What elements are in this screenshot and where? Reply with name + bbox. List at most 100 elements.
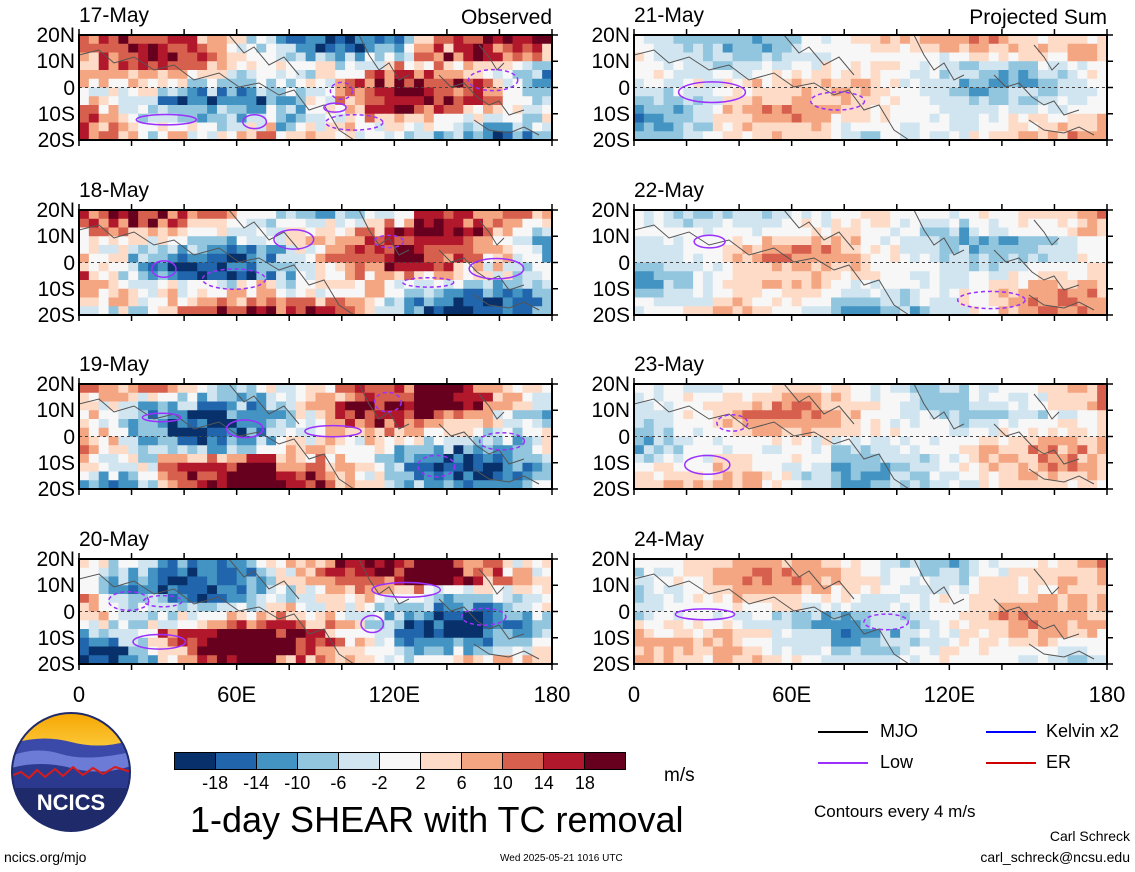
coastline <box>78 383 540 490</box>
low-contour <box>373 391 402 413</box>
panel-date: 20-May <box>79 528 150 551</box>
y-tick-label: 10S <box>37 451 75 475</box>
y-tick-label: 10S <box>37 277 75 301</box>
low-contour <box>304 424 362 438</box>
chart-title: 1-day SHEAR with TC removal <box>190 799 684 840</box>
y-tick-label: 0 <box>63 251 75 275</box>
y-tick-label: 20S <box>592 653 630 676</box>
low-contour <box>107 590 150 612</box>
map-panel <box>78 378 558 495</box>
column-label: Observed <box>460 6 552 29</box>
y-tick-label: 0 <box>63 600 75 624</box>
shear-heatmap <box>78 553 558 670</box>
panel-date: 19-May <box>79 353 150 376</box>
low-contour <box>809 91 866 111</box>
y-tick-label: 20N <box>591 24 630 47</box>
shear-heatmap <box>633 204 1113 321</box>
y-tick-label: 10S <box>592 451 630 475</box>
y-tick-label: 20N <box>36 373 75 396</box>
low-contour <box>677 81 747 104</box>
colorbar-tick-label: -2 <box>371 773 388 793</box>
column-label: Projected Sum <box>969 6 1107 29</box>
low-contour <box>863 613 910 631</box>
colorbar-tick-label: 2 <box>415 773 426 793</box>
y-tick-label: 20N <box>591 548 630 571</box>
low-contour <box>683 454 731 476</box>
y-tick-label: 20S <box>37 129 75 152</box>
colorbar-segment <box>257 753 298 769</box>
low-contour <box>132 633 187 650</box>
ncics-logo: NCICS <box>11 712 131 832</box>
colorbar-tick-label: -10 <box>284 773 311 793</box>
colorbar-segment <box>380 753 421 769</box>
x-tick-label: 0 <box>72 682 86 707</box>
coastline <box>633 209 1095 316</box>
y-tick-label: 10N <box>36 399 75 423</box>
footer-timestamp: Wed 2025-05-21 1016 UTC <box>500 853 623 864</box>
legend-er-label: ER <box>1046 752 1072 772</box>
shear-heatmap <box>78 204 558 321</box>
footer-email[interactable]: carl_schreck@ncsu.edu <box>980 849 1130 865</box>
y-tick-label: 10S <box>592 626 630 650</box>
legend-mjo-label: MJO <box>880 721 918 741</box>
low-contour <box>142 594 183 608</box>
colorbar-segment <box>216 753 257 769</box>
low-contour <box>371 581 442 599</box>
low-contour <box>401 276 455 288</box>
colorbar-unit: m/s <box>664 765 695 786</box>
contour-note: Contours every 4 m/s <box>814 802 976 821</box>
colorbar-segment <box>421 753 462 769</box>
low-contour <box>674 608 736 621</box>
colorbar-segment <box>462 753 503 769</box>
colorbar-tick-label: 6 <box>456 773 467 793</box>
low-contour <box>478 431 526 451</box>
coastline <box>78 209 540 316</box>
coastline <box>633 34 1095 141</box>
shear-heatmap <box>78 378 558 495</box>
low-contour <box>468 257 525 280</box>
low-contour <box>225 419 264 439</box>
y-tick-label: 20S <box>37 478 75 501</box>
y-tick-label: 10N <box>591 225 630 249</box>
coastline <box>633 558 1095 665</box>
colorbar <box>174 752 626 770</box>
y-tick-label: 10N <box>36 50 75 74</box>
low-contour <box>323 102 347 113</box>
footer-author: Carl Schreck <box>1049 828 1130 844</box>
x-tick-label: 120E <box>923 682 976 707</box>
x-tick-label: 60E <box>217 682 257 707</box>
y-tick-label: 20N <box>591 199 630 222</box>
colorbar-segment <box>298 753 339 769</box>
map-panel <box>633 29 1113 146</box>
low-contour <box>467 68 519 92</box>
map-panel <box>633 378 1113 495</box>
y-tick-label: 0 <box>618 425 630 449</box>
y-tick-label: 10N <box>591 574 630 598</box>
colorbar-segment <box>544 753 585 769</box>
x-tick-label: 60E <box>772 682 812 707</box>
shear-heatmap <box>633 29 1113 146</box>
legend-mjo-line <box>818 731 868 733</box>
panel-date: 21-May <box>634 4 705 27</box>
y-tick-label: 10S <box>592 102 630 126</box>
low-contour <box>324 113 384 131</box>
y-tick-label: 10N <box>36 225 75 249</box>
shear-heatmap <box>633 553 1113 670</box>
shear-heatmap <box>78 29 558 146</box>
map-panel <box>78 553 558 670</box>
y-tick-label: 0 <box>618 251 630 275</box>
colorbar-tick-label: 18 <box>574 773 595 793</box>
footer-url[interactable]: ncics.org/mjo <box>4 849 87 865</box>
y-tick-label: 20S <box>592 129 630 152</box>
map-panel <box>633 204 1113 321</box>
legend-er-line <box>986 762 1036 764</box>
y-tick-label: 10N <box>36 574 75 598</box>
low-contour <box>693 234 726 249</box>
x-tick-label: 120E <box>368 682 421 707</box>
panel-date: 23-May <box>634 353 705 376</box>
shear-heatmap <box>633 378 1113 495</box>
colorbar-tick-label: -6 <box>330 773 347 793</box>
map-panel <box>78 29 558 146</box>
y-tick-label: 20N <box>36 24 75 47</box>
y-tick-label: 20S <box>592 478 630 501</box>
